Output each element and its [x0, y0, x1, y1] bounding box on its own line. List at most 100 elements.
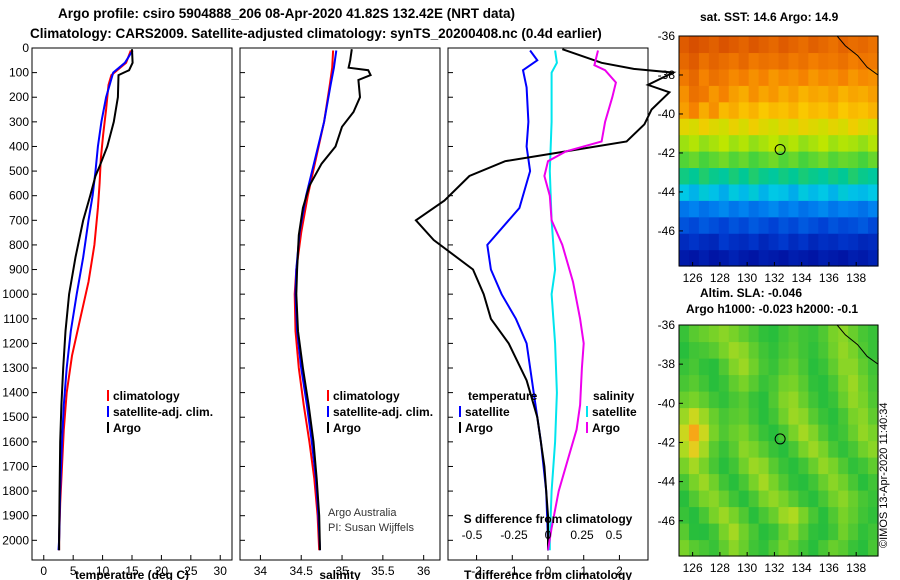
- map-cell: [798, 325, 809, 343]
- map-cell: [818, 473, 829, 491]
- map-cell: [768, 457, 780, 475]
- map-cell: [758, 101, 770, 119]
- map-cell: [679, 134, 690, 152]
- map-cell: [798, 358, 809, 376]
- map-cell: [868, 358, 879, 376]
- map-cell: [858, 490, 869, 508]
- map-cell: [818, 183, 829, 201]
- map-cell: [768, 407, 780, 425]
- map-cell: [708, 358, 720, 376]
- map-cell: [778, 490, 790, 508]
- map-cell: [728, 183, 740, 201]
- lon-tick-label: 126: [683, 271, 703, 285]
- map-cell: [858, 200, 869, 218]
- map-cell: [688, 134, 700, 152]
- map-cell: [868, 523, 879, 541]
- map-cell: [738, 490, 750, 508]
- map-cell: [858, 167, 869, 185]
- map-cell: [838, 249, 849, 267]
- argo-location-marker: [774, 433, 786, 445]
- map-cell: [838, 233, 849, 251]
- map-cell: [818, 167, 829, 185]
- map-cell: [778, 473, 790, 491]
- map-cell: [758, 134, 770, 152]
- map-cell: [758, 325, 770, 343]
- map-cell: [768, 36, 780, 54]
- depth-tick-label: 1000: [2, 287, 29, 301]
- map-cell: [798, 473, 809, 491]
- x-axis-label: temperature (deg C): [75, 568, 189, 580]
- map-cell: [718, 391, 730, 409]
- map-cell: [768, 183, 780, 201]
- map-cell: [858, 118, 869, 136]
- lat-tick-label: -46: [658, 514, 676, 528]
- map-cell: [858, 539, 869, 557]
- map-cell: [798, 424, 809, 442]
- map-cell: [688, 473, 700, 491]
- secondary-tick-label: -0.25: [500, 528, 528, 542]
- map-cell: [838, 101, 849, 119]
- map-cell: [798, 52, 809, 70]
- map-cell: [768, 68, 780, 86]
- series-salinity-satellite: [548, 50, 558, 551]
- map-cell: [679, 101, 690, 119]
- map-cell: [798, 167, 809, 185]
- map-cell: [698, 216, 710, 234]
- map-cell: [688, 85, 700, 103]
- map-cell: [858, 325, 869, 343]
- lon-tick-label: 136: [819, 271, 839, 285]
- map-cell: [748, 52, 760, 70]
- sla-map-title: Altim. SLA: -0.046: [700, 286, 803, 300]
- map-cell: [708, 200, 720, 218]
- map-cell: [828, 36, 839, 54]
- map-cell: [798, 523, 809, 541]
- map-cell: [728, 134, 740, 152]
- map-cell: [748, 167, 760, 185]
- map-cell: [718, 523, 730, 541]
- map-cell: [828, 101, 839, 119]
- map-cell: [808, 539, 819, 557]
- map-cell: [758, 523, 770, 541]
- map-cell: [858, 358, 869, 376]
- lon-tick-label: 130: [737, 271, 757, 285]
- map-cell: [818, 200, 829, 218]
- map-cell: [818, 440, 829, 458]
- map-cell: [808, 233, 819, 251]
- map-cell: [698, 440, 710, 458]
- map-cell: [718, 85, 730, 103]
- map-cell: [858, 391, 869, 409]
- map-cell: [788, 151, 799, 169]
- map-cell: [838, 134, 849, 152]
- map-cell: [858, 134, 869, 152]
- map-cell: [688, 341, 700, 359]
- map-cell: [858, 85, 869, 103]
- map-cell: [738, 391, 750, 409]
- secondary-tick-label: 0.25: [570, 528, 594, 542]
- map-cell: [808, 249, 819, 267]
- map-cell: [828, 407, 839, 425]
- depth-tick-label: 600: [9, 189, 29, 203]
- map-cell: [858, 424, 869, 442]
- map-cell: [848, 118, 859, 136]
- map-cell: [688, 523, 700, 541]
- map-cell: [808, 341, 819, 359]
- map-cell: [679, 424, 690, 442]
- map-cell: [708, 490, 720, 508]
- map-cell: [758, 358, 770, 376]
- map-cell: [868, 36, 879, 54]
- map-cell: [748, 183, 760, 201]
- map-cell: [828, 539, 839, 557]
- map-cell: [758, 52, 770, 70]
- map-cell: [828, 358, 839, 376]
- map-cell: [848, 440, 859, 458]
- map-cell: [718, 341, 730, 359]
- map-cell: [868, 85, 879, 103]
- map-cell: [828, 506, 839, 524]
- x-tick-label: 2: [616, 564, 623, 578]
- map-cell: [818, 118, 829, 136]
- map-cell: [708, 424, 720, 442]
- map-cell: [698, 473, 710, 491]
- map-cell: [848, 36, 859, 54]
- map-cell: [708, 134, 720, 152]
- map-cell: [738, 523, 750, 541]
